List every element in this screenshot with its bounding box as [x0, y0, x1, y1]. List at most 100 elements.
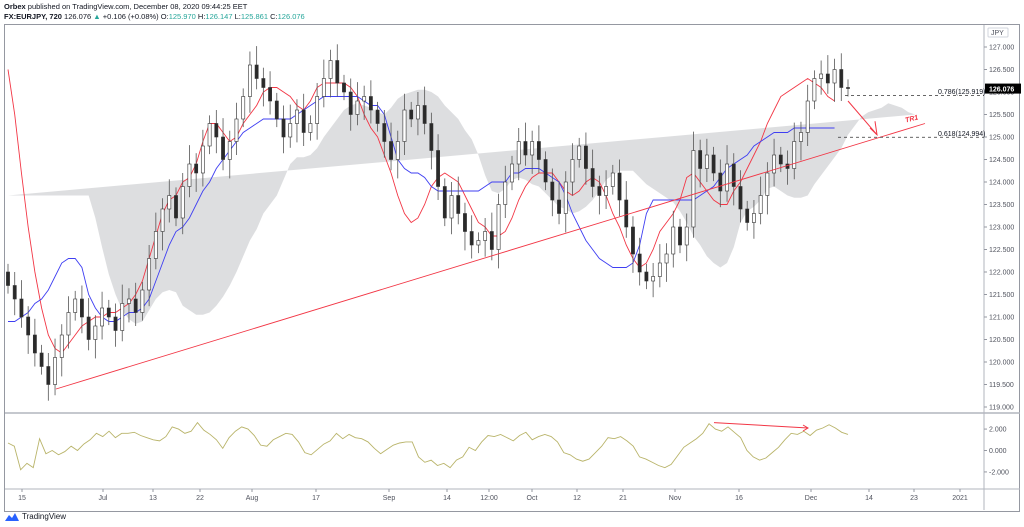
candle — [584, 145, 588, 169]
candle — [281, 118, 286, 138]
brand-footer[interactable]: TradingView — [5, 512, 66, 521]
time-tick-label: Aug — [246, 495, 259, 502]
candle — [100, 307, 104, 327]
time-tick-label: 23 — [910, 495, 918, 502]
candle — [187, 163, 192, 187]
candle — [637, 253, 642, 273]
candle — [711, 154, 716, 174]
candle — [563, 181, 568, 214]
candle — [194, 163, 199, 174]
candle — [725, 163, 729, 192]
candle — [12, 285, 17, 300]
trendline-tr1[interactable] — [55, 123, 926, 390]
candle — [799, 132, 803, 142]
candle — [26, 316, 31, 336]
price-tick-label: 127.000 — [989, 45, 1014, 52]
candle — [133, 298, 138, 313]
candle — [489, 231, 494, 250]
candle — [738, 186, 743, 210]
publish-line: Orbex published on TradingView.com, Dece… — [4, 2, 305, 12]
candle — [268, 87, 272, 102]
candle — [536, 141, 541, 160]
trendline-label: TR1 — [905, 114, 920, 124]
candle — [624, 199, 629, 228]
candle — [342, 82, 346, 93]
oscillator-line — [7, 421, 849, 471]
candle — [422, 105, 427, 124]
time-tick-label: 14 — [443, 495, 451, 502]
time-tick-label: 16 — [735, 495, 743, 502]
candle — [698, 150, 703, 169]
candle — [429, 123, 434, 151]
time-tick-label: 22 — [196, 495, 204, 502]
candle — [160, 208, 165, 232]
high-value: 126.147 — [205, 12, 233, 21]
candle — [604, 186, 608, 196]
candle — [657, 262, 662, 277]
candle — [6, 271, 10, 286]
candle — [375, 109, 380, 124]
price-tick-label: 121.000 — [989, 315, 1014, 322]
candle — [805, 100, 810, 133]
price-tick-label: 125.500 — [989, 112, 1014, 119]
candle — [32, 334, 37, 354]
candle — [718, 172, 723, 192]
currency-badge[interactable] — [987, 27, 1009, 38]
candle — [476, 240, 481, 246]
candle — [234, 118, 239, 142]
candlesticks — [6, 44, 850, 401]
candle — [846, 87, 850, 89]
candle — [812, 78, 817, 102]
candle — [449, 195, 454, 219]
price-tick-label: 119.000 — [989, 405, 1014, 412]
candle — [86, 316, 91, 340]
ichimoku-cloud — [8, 89, 916, 324]
candle — [362, 96, 367, 102]
candle — [53, 357, 57, 385]
candle — [288, 123, 293, 138]
publisher-name[interactable]: Orbex — [4, 2, 26, 11]
price-tick-label: 122.500 — [989, 247, 1014, 254]
close-value: 126.076 — [277, 12, 305, 21]
candle — [207, 123, 212, 147]
candle — [321, 78, 326, 97]
price-tick-label: 123.000 — [989, 225, 1014, 232]
published-text: published on TradingView.com, December 0… — [27, 2, 248, 11]
last-price-tag-label: 126.076 — [989, 87, 1014, 94]
candle — [295, 109, 299, 124]
price-tick-label: 122.000 — [989, 270, 1014, 277]
candle — [382, 123, 387, 142]
candle — [335, 60, 340, 84]
last-price: 126.076 — [64, 12, 92, 21]
arrow-head-icon — [869, 121, 878, 137]
low-value: 125.861 — [240, 12, 269, 21]
candle — [368, 96, 373, 111]
candle — [617, 172, 622, 201]
candle — [752, 213, 756, 223]
time-tick-label: 13 — [149, 495, 157, 502]
candle — [416, 105, 420, 120]
candle — [651, 276, 656, 282]
candle — [389, 141, 393, 160]
candle — [308, 123, 313, 133]
candle — [180, 186, 185, 219]
candle — [678, 226, 682, 246]
projection-arrow[interactable] — [847, 100, 878, 136]
candle — [147, 258, 152, 291]
candle — [227, 141, 232, 160]
time-tick-label: 21 — [619, 495, 627, 502]
time-tick-label: 12 — [573, 495, 581, 502]
candle — [550, 181, 555, 201]
candle — [530, 141, 535, 156]
candle — [254, 64, 259, 79]
time-tick-label: 2021 — [952, 495, 968, 502]
close-label: C: — [270, 12, 278, 21]
candle — [731, 163, 736, 187]
divergence-arrow[interactable] — [713, 422, 809, 429]
open-value: 125.970 — [168, 12, 196, 21]
time-tick-label: Sep — [383, 495, 396, 502]
candle — [402, 109, 407, 142]
candle — [631, 226, 635, 255]
candle — [355, 100, 360, 115]
